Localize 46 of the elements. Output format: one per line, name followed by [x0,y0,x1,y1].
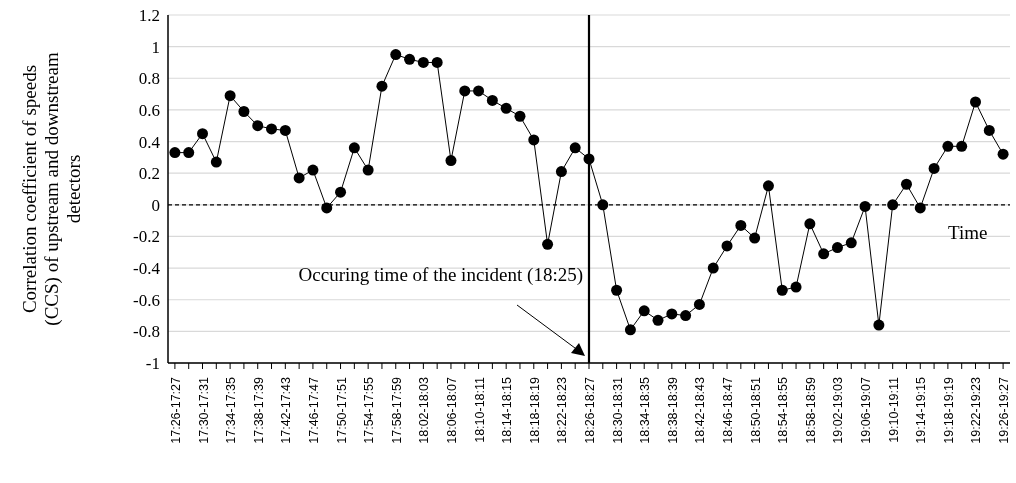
x-tick-label: 17:54-17:55 [362,376,377,444]
x-tick-label: 17:34-17:35 [224,376,239,444]
y-tick-label: 0.6 [138,100,160,120]
x-tick-label: 18:06-18:07 [444,376,459,444]
y-tick-label: 0.4 [138,132,161,152]
x-tick-label: 18:38-18:39 [665,376,680,444]
x-tick-label: 18:22-18:23 [555,376,570,444]
y-tick-label: 0.2 [138,164,160,184]
x-tick-label: 18:42-18:43 [693,376,708,444]
x-tick-label: 19:26-19:27 [997,376,1012,444]
x-tick-label: 17:42-17:43 [279,376,294,444]
x-tick-label: 19:02-19:03 [831,376,846,444]
x-axis-title: Time [948,222,988,244]
x-tick-label: 18:14-18:15 [500,376,515,444]
x-tick-label: 18:46-18:47 [721,376,736,444]
x-tick-label: 18:26-18:27 [583,376,597,444]
y-tick-label: -0.6 [133,290,160,310]
y-tick-label: 1.2 [138,6,160,26]
x-tick-label: 17:38-17:39 [251,376,266,444]
x-tick-label: 19:10-19:11 [886,376,901,443]
x-tick-label: 18:18-18:19 [527,376,542,444]
y-axis-title: Correlation coefficient of speeds (CCS) of upstream and downstream detectors [19,52,84,326]
x-tick-label: 17:46-17:47 [306,376,321,444]
x-tick-label: 18:34-18:35 [638,376,653,444]
x-tick-label: 18:02-18:03 [417,376,432,444]
ref-line-label: Occuring time of the incident (18:25) [298,264,583,286]
x-tick-label: 18:54-18:55 [776,376,791,444]
x-tick-label: 19:18-19:19 [941,376,956,444]
x-tick-label: 18:10-18:11 [472,376,487,443]
x-tick-label: 18:58-18:59 [803,376,818,444]
y-tick-label: -0.8 [133,322,160,342]
y-tick-label: 0.8 [138,69,160,89]
y-tick-label: -0.2 [133,227,160,247]
x-tick-label: 19:22-19:23 [969,376,984,444]
x-tick-label: 19:06-19:07 [859,376,874,444]
y-tick-label: -1 [145,354,160,374]
x-tick-label: 17:26-17:27 [168,376,183,444]
y-tick-label: 1 [151,37,160,57]
x-tick-label: 18:30-18:31 [610,376,625,444]
x-tick-label: 17:30-17:31 [196,376,211,444]
x-tick-label: 19:14-19:15 [914,376,929,444]
y-tick-label: -0.4 [133,259,161,279]
x-tick-label: 18:50-18:51 [748,376,763,444]
x-tick-label: 17:50-17:51 [334,376,349,444]
y-tick-label: 0 [151,195,160,215]
x-tick-label: 17:58-17:59 [389,376,404,444]
